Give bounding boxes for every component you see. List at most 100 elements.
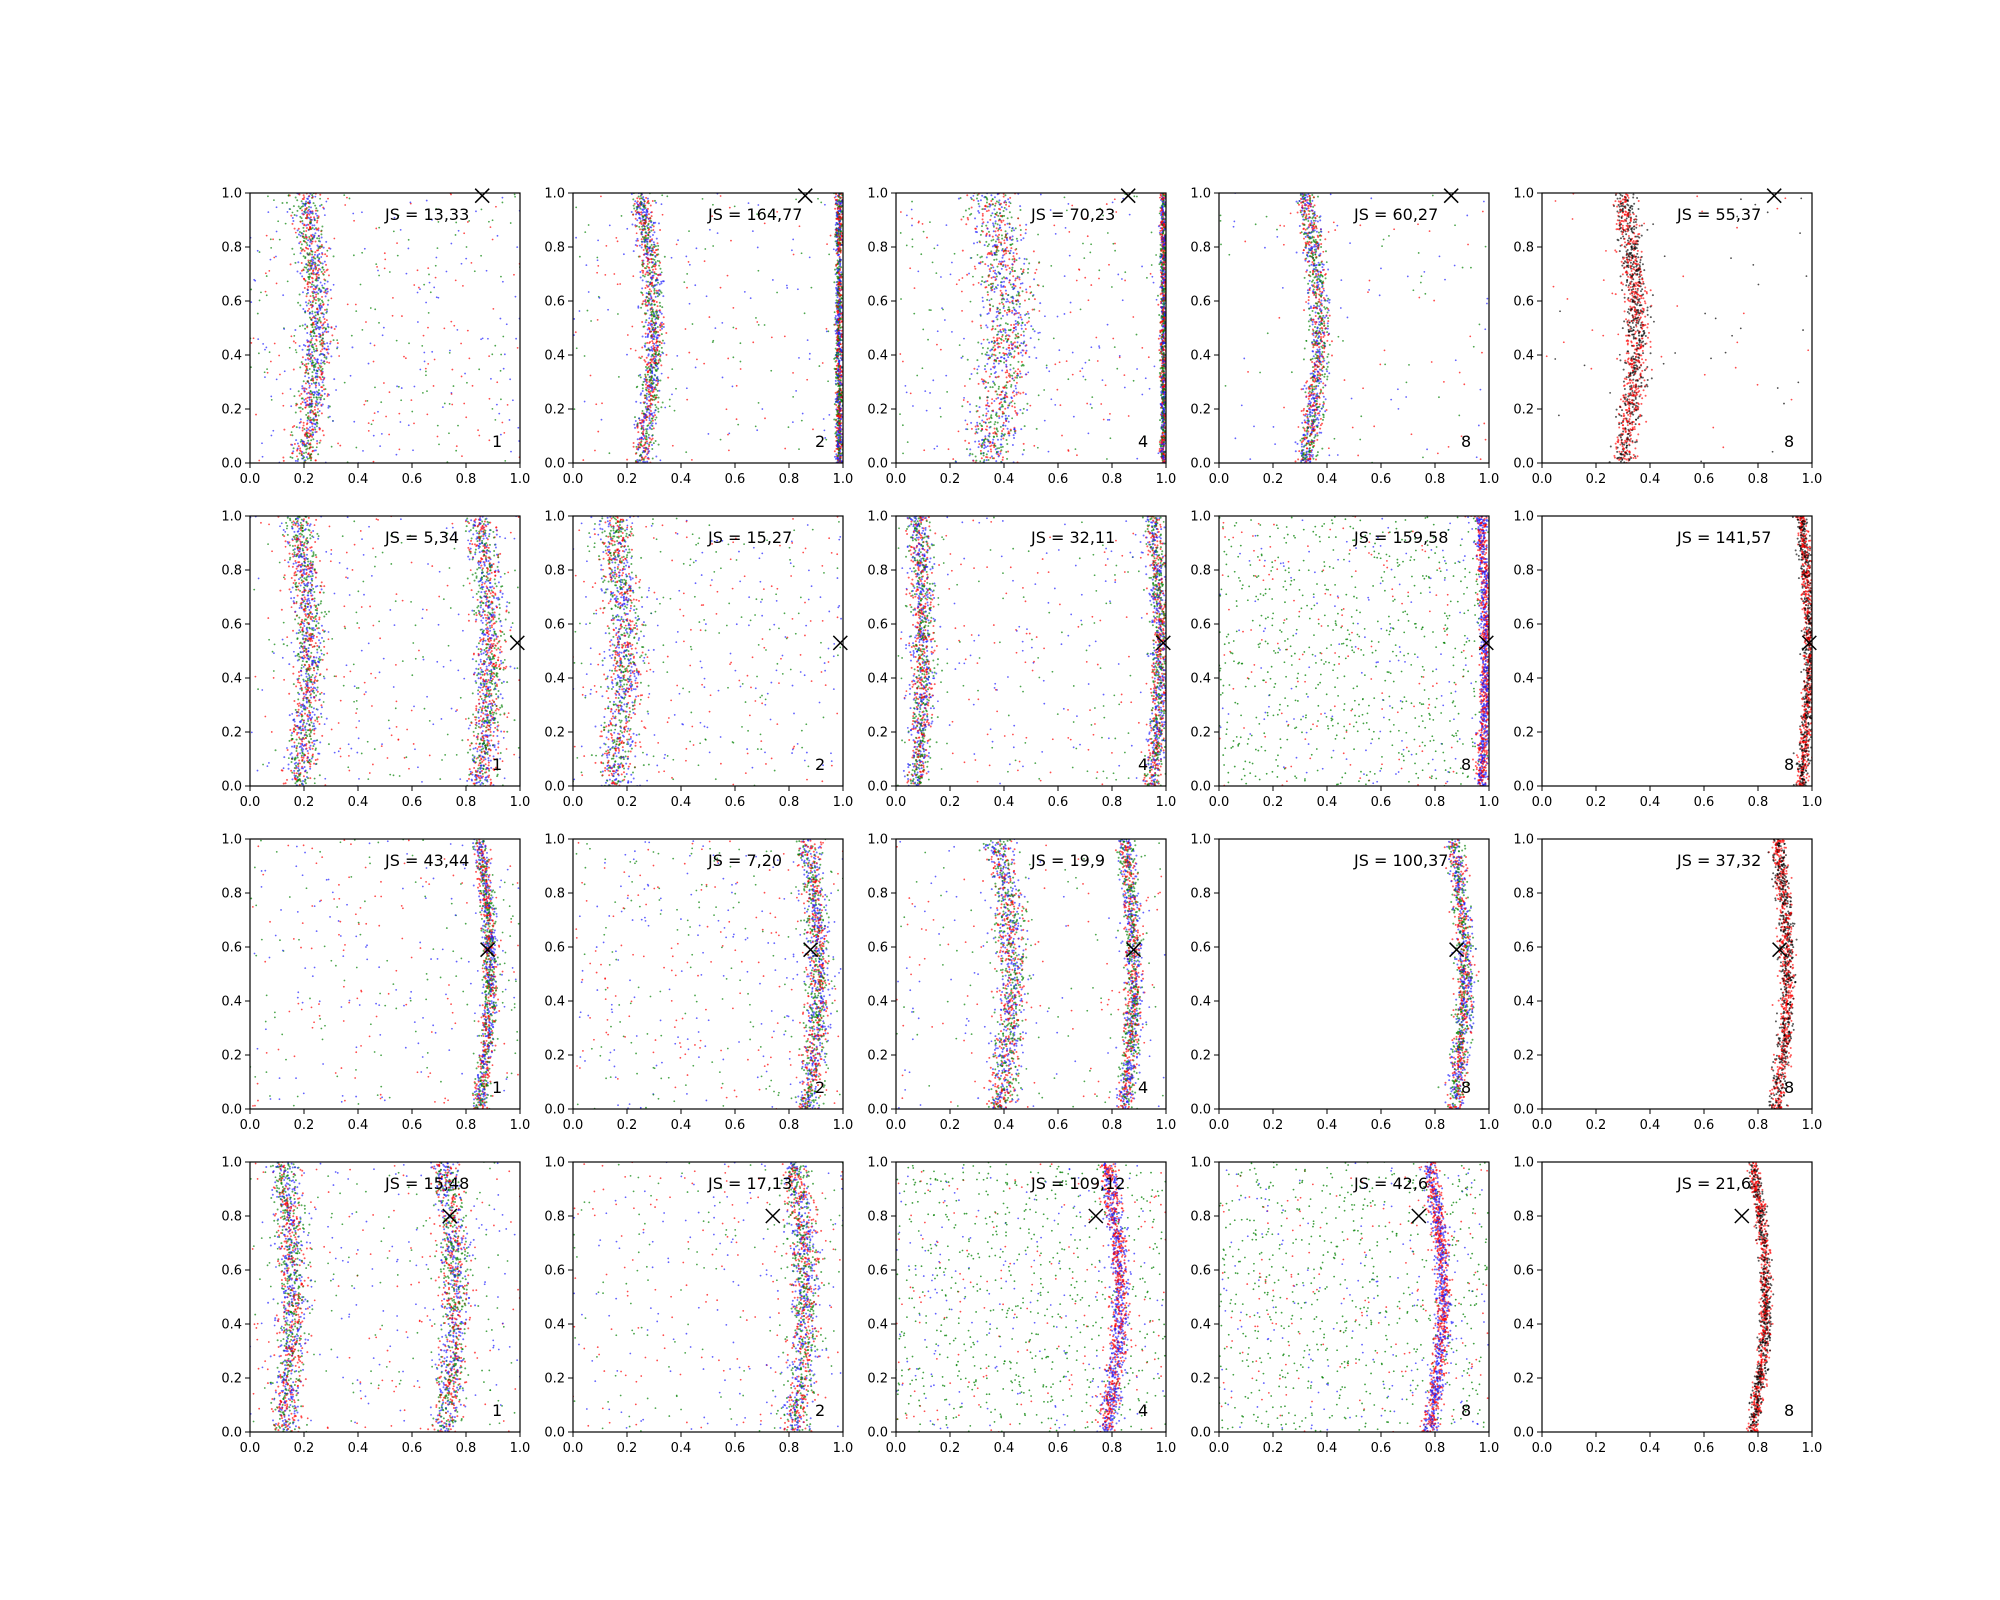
scatter-point: [315, 228, 318, 231]
scatter-point: [429, 291, 432, 294]
scatter-point: [307, 340, 310, 343]
scatter-point: [1020, 267, 1023, 270]
scatter-point: [637, 195, 640, 198]
scatter-point: [652, 321, 655, 324]
scatter-point: [658, 340, 661, 343]
scatter-point: [646, 384, 649, 387]
scatter-point: [659, 305, 662, 308]
scatter-point: [589, 374, 592, 377]
scatter-point: [840, 396, 843, 399]
scatter-point: [1008, 272, 1011, 275]
scatter-point: [318, 364, 321, 367]
scatter-point: [992, 353, 995, 356]
scatter-point: [783, 335, 786, 338]
scatter-point: [721, 321, 724, 324]
scatter-point: [294, 349, 297, 351]
scatter-point: [652, 427, 655, 430]
scatter-point: [455, 449, 458, 452]
scatter-point: [1011, 374, 1014, 377]
scatter-point: [323, 317, 326, 320]
scatter-point: [974, 440, 977, 443]
scatter-point: [300, 392, 303, 395]
scatter-point: [1004, 289, 1007, 292]
scatter-point: [756, 321, 759, 323]
scatter-point: [1150, 231, 1153, 234]
scatter-point: [1074, 448, 1077, 451]
scatter-point: [655, 394, 658, 397]
scatter-point: [352, 254, 355, 257]
scatter-point: [1004, 194, 1007, 197]
scatter-point: [301, 235, 304, 238]
scatter-point: [642, 262, 645, 265]
scatter-point: [293, 214, 296, 217]
scatter-point: [1013, 355, 1016, 358]
scatter-point: [1023, 299, 1026, 302]
scatter-point: [450, 320, 453, 323]
scatter-point: [427, 267, 430, 270]
scatter-point: [374, 386, 376, 389]
scatter-point: [262, 343, 265, 345]
scatter-point: [301, 275, 304, 278]
scatter-point: [436, 218, 439, 221]
scatter-point: [659, 273, 662, 276]
scatter-point: [1132, 379, 1135, 382]
scatter-point: [346, 196, 348, 199]
scatter-point: [308, 358, 311, 361]
scatter-point: [319, 333, 322, 336]
scatter-point: [308, 432, 311, 435]
scatter-point: [970, 257, 973, 259]
scatter-point: [378, 226, 381, 229]
scatter-point: [311, 280, 314, 283]
scatter-point: [657, 281, 660, 284]
scatter-point: [326, 325, 329, 328]
scatter-point: [839, 382, 842, 385]
scatter-point: [305, 304, 308, 307]
scatter-point: [291, 222, 294, 225]
scatter-point: [509, 378, 512, 381]
scatter-point: [305, 353, 308, 356]
scatter-point: [645, 356, 648, 359]
scatter-point: [296, 236, 299, 239]
scatter-point: [1148, 387, 1151, 390]
scatter-point: [653, 346, 656, 349]
scatter-point: [312, 255, 315, 258]
scatter-point: [650, 336, 653, 339]
scatter-point: [1038, 310, 1041, 312]
scatter-point: [838, 337, 841, 340]
scatter-point: [1006, 323, 1009, 326]
scatter-point: [650, 271, 653, 274]
scatter-point: [501, 196, 504, 199]
scatter-point: [303, 459, 306, 462]
scatter-point: [836, 283, 839, 286]
scatter-point: [652, 229, 655, 232]
scatter-point: [1026, 402, 1029, 405]
scatter-point: [648, 341, 651, 344]
scatter-point: [634, 426, 637, 429]
scatter-point: [306, 435, 309, 438]
scatter-point: [659, 267, 662, 270]
scatter-point: [655, 237, 658, 240]
scatter-point: [837, 413, 840, 416]
scatter-point: [653, 284, 656, 287]
scatter-point: [513, 273, 515, 276]
scatter-point: [322, 434, 325, 437]
scatter-point: [307, 362, 310, 365]
scatter-point: [839, 452, 842, 455]
scatter-point: [1098, 277, 1100, 280]
scatter-point: [641, 409, 644, 412]
scatter-point: [747, 202, 750, 205]
scatter-point: [1005, 420, 1008, 423]
scatter-point: [275, 378, 278, 381]
scatter-point: [647, 280, 650, 283]
scatter-point: [651, 419, 654, 422]
scatter-point: [931, 261, 934, 264]
scatter-point: [333, 237, 336, 240]
scatter-point: [448, 351, 451, 354]
scatter-point: [500, 353, 503, 356]
scatter-point: [642, 222, 645, 225]
scatter-point: [307, 439, 310, 442]
scatter-point: [321, 337, 324, 340]
scatter-point: [1124, 271, 1127, 274]
scatter-point: [647, 408, 650, 411]
scatter-point: [993, 196, 996, 199]
